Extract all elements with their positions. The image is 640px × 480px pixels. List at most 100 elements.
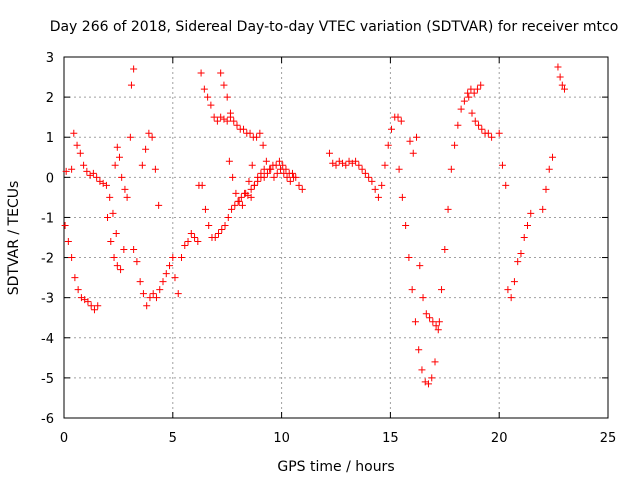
data-point (235, 197, 243, 205)
data-point (217, 69, 225, 77)
data-point (230, 117, 238, 125)
data-point (280, 169, 288, 177)
data-point (223, 93, 231, 101)
data-point (120, 246, 128, 254)
data-point (159, 278, 167, 286)
series-s13 (325, 113, 405, 201)
series-s11 (225, 157, 256, 209)
data-point (419, 294, 427, 302)
x-tick-label: 15 (382, 431, 399, 446)
data-point (262, 157, 270, 165)
data-point (471, 117, 479, 125)
data-point (187, 229, 195, 237)
y-tick-label: -1 (41, 211, 54, 226)
data-point (488, 133, 496, 141)
data-point (465, 93, 473, 101)
data-point (123, 193, 131, 201)
data-point (200, 85, 208, 93)
data-point (229, 173, 237, 181)
data-point (204, 93, 212, 101)
data-point (263, 169, 271, 177)
data-point (270, 173, 278, 181)
data-point (447, 165, 455, 173)
data-point (332, 161, 340, 169)
data-point (451, 141, 459, 149)
data-point (254, 173, 262, 181)
data-point (224, 213, 232, 221)
data-point (197, 69, 205, 77)
data-point (246, 129, 254, 137)
data-point (286, 177, 294, 185)
data-point (454, 121, 462, 129)
data-point (468, 109, 476, 117)
data-point (444, 205, 452, 213)
data-point (62, 167, 70, 175)
data-point (113, 143, 121, 151)
data-point (415, 346, 423, 354)
x-tick-label: 20 (491, 431, 508, 446)
data-point (434, 326, 442, 334)
data-point (352, 157, 360, 165)
data-point (477, 81, 485, 89)
data-point (146, 294, 154, 302)
data-point (288, 169, 296, 177)
data-point (231, 201, 239, 209)
y-tick-label: -4 (41, 332, 54, 347)
data-point (545, 165, 553, 173)
data-point (272, 161, 280, 169)
data-point (365, 173, 373, 181)
data-point (413, 133, 421, 141)
data-points (61, 63, 568, 388)
data-point (473, 85, 481, 93)
series-s12 (247, 165, 298, 201)
data-point (298, 185, 306, 193)
data-point (295, 181, 303, 189)
data-point (155, 201, 163, 209)
series-s5 (130, 246, 177, 310)
series-s19 (539, 153, 557, 213)
x-tick-label: 5 (169, 431, 177, 446)
data-point (523, 221, 531, 229)
data-point (342, 161, 350, 169)
data-point (237, 193, 245, 201)
data-point (207, 101, 215, 109)
data-point (260, 165, 268, 173)
data-point (387, 125, 395, 133)
data-point (118, 173, 126, 181)
data-point (84, 298, 92, 306)
data-point (133, 258, 141, 266)
data-point (83, 167, 91, 175)
y-tick-label: -5 (41, 372, 54, 387)
data-point (394, 113, 402, 121)
data-point (406, 137, 414, 145)
series-s4 (111, 143, 129, 193)
axis-ticks (63, 56, 609, 419)
data-point (70, 129, 78, 137)
data-point (402, 221, 410, 229)
data-point (504, 286, 512, 294)
series-s1 (61, 221, 102, 314)
data-point (275, 157, 283, 165)
data-point (162, 270, 170, 278)
data-point (467, 85, 475, 93)
data-point (283, 173, 291, 181)
data-point (558, 81, 566, 89)
data-point (76, 149, 84, 157)
y-tick-label: 2 (46, 91, 54, 106)
series-s8 (197, 69, 234, 125)
data-point (435, 318, 443, 326)
data-point (242, 189, 250, 197)
data-point (130, 65, 138, 73)
data-point (94, 302, 102, 310)
data-point (411, 318, 419, 326)
data-point (542, 185, 550, 193)
series-s7 (171, 229, 202, 298)
chart-title: Day 266 of 2018, Sidereal Day-to-day VTE… (50, 19, 619, 35)
series-s17 (495, 129, 510, 189)
data-point (554, 63, 562, 71)
data-point (181, 242, 189, 250)
data-point (184, 238, 192, 246)
data-point (549, 153, 557, 161)
data-point (166, 262, 174, 270)
